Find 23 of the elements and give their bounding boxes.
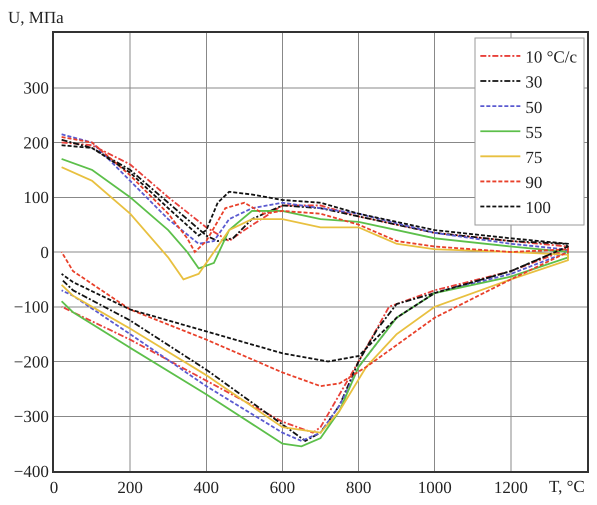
legend-label: 100 — [525, 198, 551, 218]
y-tick-label: −300 — [14, 407, 49, 426]
x-axis-title: T, °C — [549, 477, 585, 496]
y-tick-label: 0 — [40, 242, 49, 262]
y-tick-label: −400 — [14, 462, 49, 481]
x-tick-label: 1200 — [494, 478, 528, 498]
y-tick-label: −100 — [14, 298, 49, 317]
x-tick-label: 600 — [270, 478, 296, 498]
y-tick-label: 100 — [23, 188, 49, 208]
x-tick-label: 400 — [194, 478, 220, 498]
y-tick-label: 200 — [23, 133, 49, 152]
x-tick-label: 800 — [346, 478, 372, 498]
x-tick-label: 1000 — [418, 478, 452, 498]
y-tick-label: −200 — [14, 352, 49, 372]
y-axis-title: U, МПа — [8, 8, 64, 27]
y-tick-label: 300 — [23, 78, 49, 98]
legend-label: 75 — [525, 148, 542, 167]
legend-label: 10 °C/c — [525, 48, 578, 67]
legend-label: 55 — [525, 122, 542, 142]
legend-label: 90 — [525, 173, 542, 192]
x-tick-label: 200 — [117, 478, 143, 498]
legend-label: 30 — [525, 72, 542, 92]
legend-label: 50 — [525, 98, 542, 117]
